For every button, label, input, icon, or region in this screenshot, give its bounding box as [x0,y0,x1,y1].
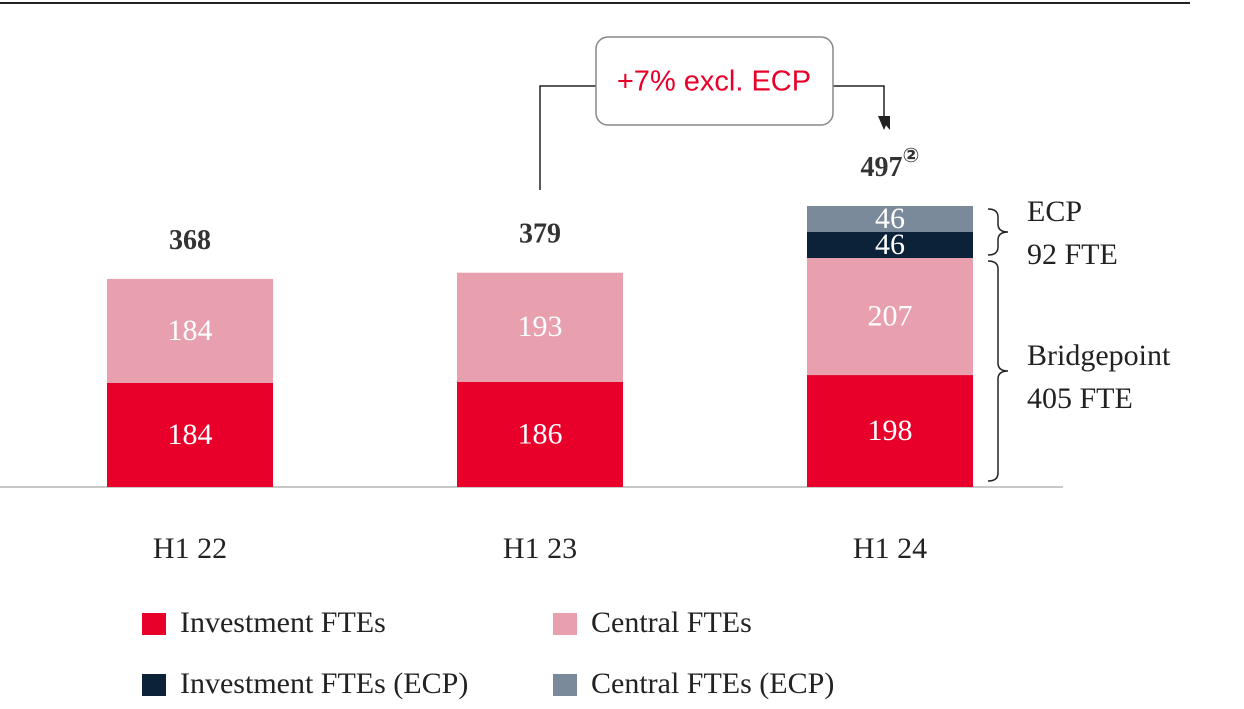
brace [987,208,1009,256]
segment-label: 207 [868,299,913,332]
x-tick-label: H1 22 [153,532,227,565]
legend-label: Central FTEs [591,606,752,639]
x-tick-label: H1 23 [503,532,577,565]
legend-label: Central FTEs (ECP) [591,667,834,700]
footnote-marker: ② [903,143,920,167]
bar-segment [457,272,623,382]
brace [987,260,1009,482]
bar-segment [807,206,973,233]
segment-label: 193 [518,310,563,343]
legend-label: Investment FTEs [180,606,386,639]
bar-segment [807,375,973,487]
segment-label: 184 [168,314,213,347]
legend-swatch [553,674,577,696]
legend-swatch [142,674,166,696]
growth-annotation: +7% excl. ECP [617,66,811,98]
bar-segment [107,382,273,487]
brace-label: 92 FTE [1027,238,1118,271]
total-label: 379 [519,219,561,250]
total-label: 368 [169,225,211,256]
brace-label: Bridgepoint [1027,339,1171,372]
segment-label: 198 [868,414,913,447]
segment-label: 184 [168,418,213,451]
x-tick-label: H1 24 [853,532,927,565]
brace-label: 405 FTE [1027,382,1133,415]
arrow-head [878,116,890,130]
legend-swatch [142,613,166,635]
brace-label: ECP [1027,195,1082,228]
bar-segment [807,258,973,376]
total-label: 497② [861,143,920,184]
bar-segment [107,278,273,383]
connector [539,85,885,190]
bar-segment [457,381,623,487]
legend-label: Investment FTEs (ECP) [180,667,468,700]
total-value: 497 [861,152,903,183]
segment-label: 46 [875,202,905,235]
segment-label: 186 [518,417,563,450]
total-value: 379 [519,219,561,250]
segment-label: 46 [875,228,905,261]
annotation-box [595,36,834,126]
total-value: 368 [169,225,211,256]
legend-swatch [553,613,577,635]
bar-segment [807,232,973,259]
